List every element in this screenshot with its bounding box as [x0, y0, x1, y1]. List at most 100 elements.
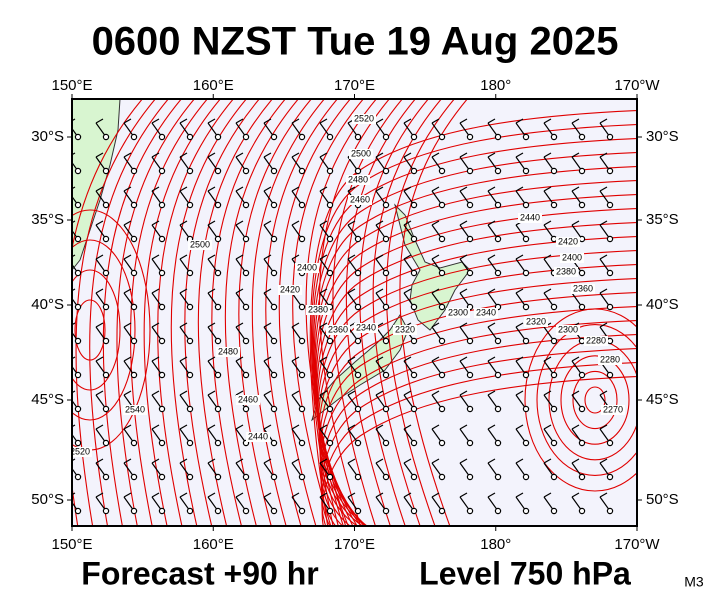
contour-label: 2540 [125, 404, 145, 414]
barb-flag [123, 492, 132, 498]
lon-label: 150°E [51, 536, 92, 553]
barb-station [578, 303, 586, 311]
barb-station [298, 371, 306, 379]
contour-label: 2520 [70, 446, 90, 456]
barb-station [298, 439, 306, 447]
barb-flag [151, 220, 160, 226]
barb-station [158, 167, 166, 175]
barb-flag [431, 220, 440, 226]
barb-station [382, 405, 390, 413]
contour-label-box [188, 240, 212, 250]
barb-flag [179, 390, 188, 396]
barb-flag [431, 390, 440, 396]
barb-flag [235, 254, 244, 260]
lat-label: 40°S [646, 296, 679, 313]
barb-station [522, 405, 530, 413]
barb-station [270, 473, 278, 481]
barb-station [326, 473, 334, 481]
australia-land [72, 99, 121, 271]
barb-station [578, 337, 586, 345]
barb-flag [375, 356, 384, 362]
contour-label: 2520 [354, 113, 374, 123]
barb-station [578, 201, 586, 209]
barb-flag [179, 152, 188, 158]
barb-station [438, 201, 446, 209]
contour-line [385, 99, 456, 526]
barb-station [578, 133, 586, 141]
barb-station [494, 439, 502, 447]
barb-station [158, 507, 166, 515]
level-label: Level 750 hPa [419, 555, 631, 591]
barb-station [466, 337, 474, 345]
barb-flag [95, 288, 104, 294]
barb-flag [487, 254, 496, 260]
barb-station [354, 303, 362, 311]
barb-station [242, 337, 250, 345]
contour-label: 2380 [308, 304, 328, 314]
contour-loop [72, 239, 136, 421]
barb-flag [599, 254, 608, 260]
contour-label: 2320 [395, 324, 415, 334]
barb-station [466, 167, 474, 175]
barb-flag [347, 220, 356, 226]
barb-flag [263, 390, 272, 396]
barb-station [74, 201, 82, 209]
barb-station [214, 269, 222, 277]
barb-station [214, 507, 222, 515]
barb-station [606, 473, 614, 481]
barb-station [298, 337, 306, 345]
barb-station [326, 133, 334, 141]
barb-flag [375, 152, 384, 158]
barb-station [354, 439, 362, 447]
barb-flag [235, 458, 244, 464]
barb-station [382, 167, 390, 175]
barb-station [550, 507, 558, 515]
barb-station [270, 133, 278, 141]
contour-label: 2380 [556, 266, 576, 276]
lon-label: 170°W [614, 536, 660, 553]
barb-station [326, 507, 334, 515]
barb-station [102, 133, 110, 141]
barb-flag [235, 118, 244, 124]
barb-flag [459, 152, 468, 158]
barb-station [186, 133, 194, 141]
barb-flag [571, 492, 580, 498]
contour-label: 2340 [476, 307, 496, 317]
contour-line [184, 99, 261, 526]
lon-label: 160°E [193, 77, 234, 94]
barb-flag [95, 424, 104, 430]
barb-flag [151, 458, 160, 464]
barb-station [242, 269, 250, 277]
contour-label: 2460 [238, 394, 258, 404]
lat-label: 45°S [31, 391, 64, 408]
barb-station [410, 371, 418, 379]
barb-station [298, 507, 306, 515]
barb-station [270, 167, 278, 175]
barb-station [354, 371, 362, 379]
barb-flag [179, 254, 188, 260]
barb-station [382, 507, 390, 515]
barb-flag [263, 186, 272, 192]
barb-station [466, 439, 474, 447]
barb-station [550, 405, 558, 413]
barb-flag [543, 186, 552, 192]
title: 0600 NZST Tue 19 Aug 2025 [92, 20, 619, 64]
barb-flag [207, 152, 216, 158]
barb-flag [403, 492, 412, 498]
barb-flag [263, 288, 272, 294]
barb-flag [571, 458, 580, 464]
barb-station [270, 371, 278, 379]
contour-label-box [246, 432, 270, 442]
barb-station [158, 201, 166, 209]
barb-flag [207, 220, 216, 226]
barb-flag [123, 118, 132, 124]
barb-station [382, 371, 390, 379]
barb-station [270, 337, 278, 345]
barb-flag [179, 492, 188, 498]
barb-flag [72, 356, 76, 360]
barb-flag [487, 458, 496, 464]
lon-label: 170°E [334, 536, 375, 553]
barb-station [438, 303, 446, 311]
barb-station [550, 439, 558, 447]
barb-flag [375, 458, 384, 464]
